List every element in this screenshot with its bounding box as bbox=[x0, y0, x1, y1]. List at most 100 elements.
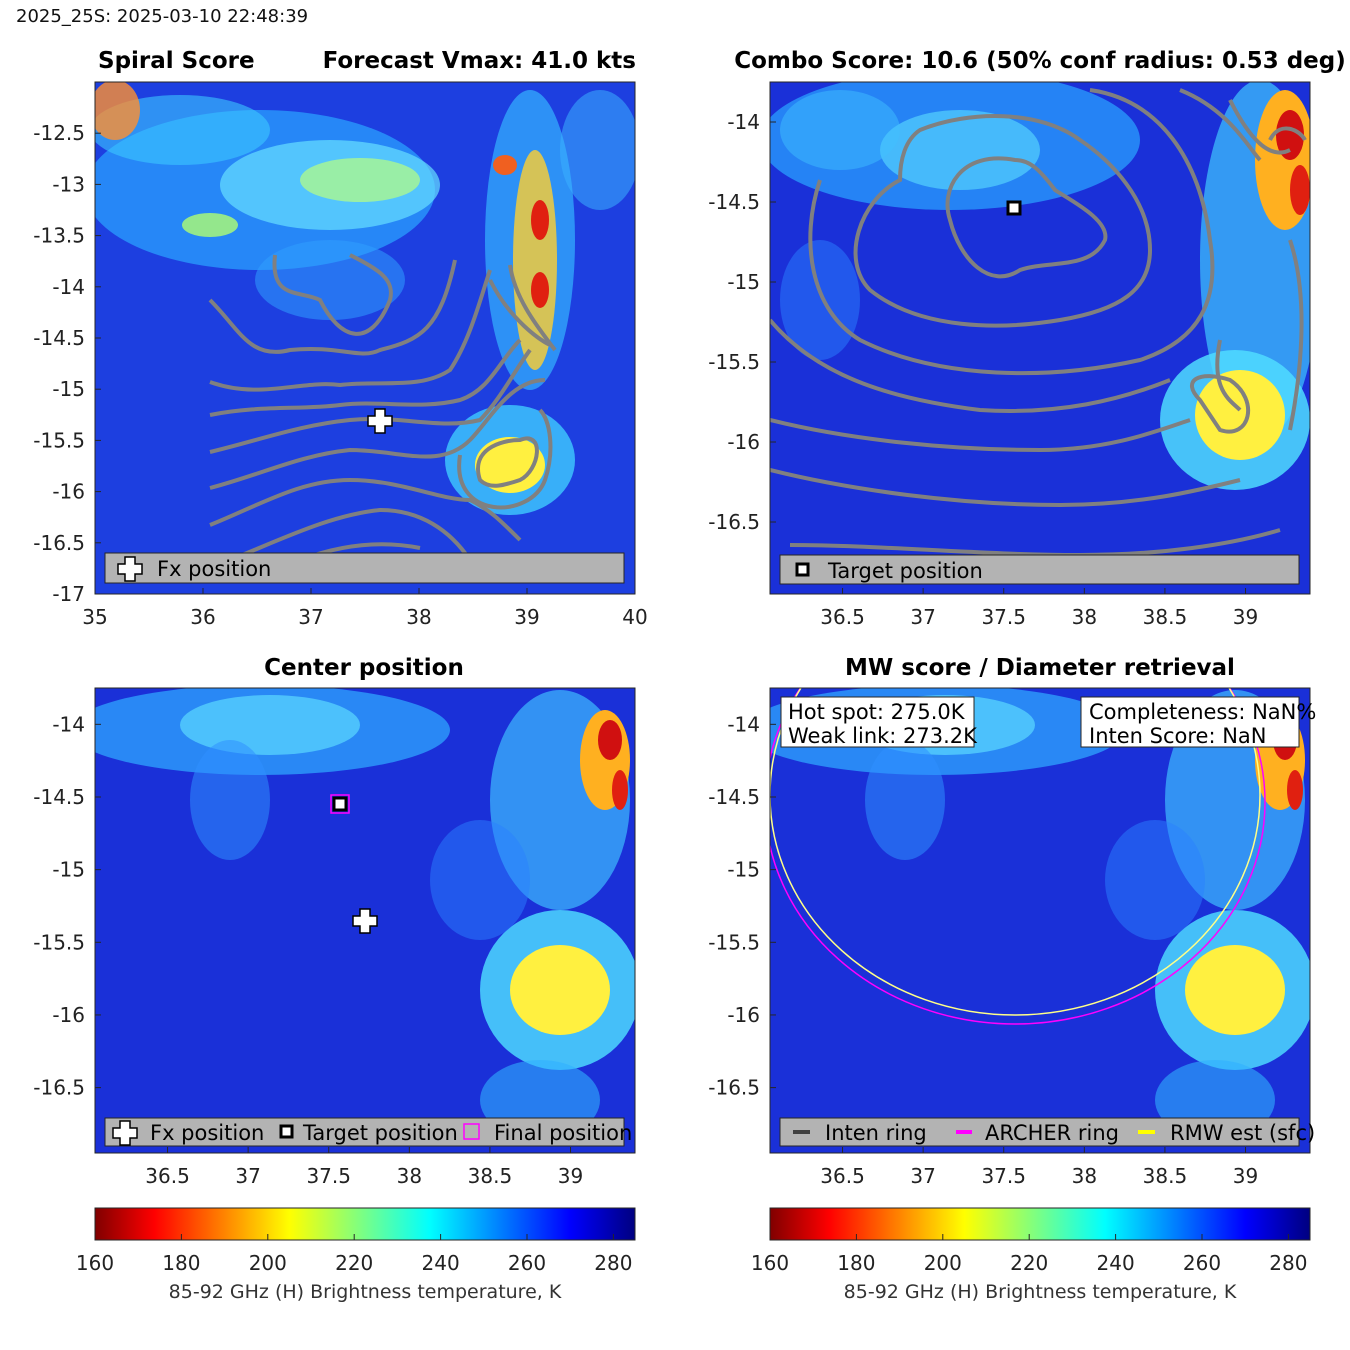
y-tick-label: -16 bbox=[52, 480, 85, 504]
x-tick-label: 36 bbox=[190, 605, 215, 629]
mw-info-right: Completeness: NaN% Inten Score: NaN bbox=[1080, 696, 1316, 748]
y-tick-label: -16.5 bbox=[708, 1076, 760, 1100]
mw-rmw-ring bbox=[770, 688, 1261, 1016]
y-tick-label: -14.5 bbox=[708, 190, 760, 214]
spiral-title-right: Forecast Vmax: 41.0 kts bbox=[323, 48, 636, 74]
colorbar-tick-label: 200 bbox=[924, 1251, 962, 1275]
colorbar-tick-label: 200 bbox=[249, 1251, 287, 1275]
colorbar-right-label: 85-92 GHz (H) Brightness temperature, K bbox=[844, 1281, 1237, 1303]
x-tick-label: 37 bbox=[910, 605, 935, 629]
center-panel: Center position bbox=[33, 655, 636, 1188]
colorbar-tick-label: 220 bbox=[1010, 1251, 1048, 1275]
y-tick-label: -17 bbox=[52, 582, 85, 606]
y-tick-label: -16.5 bbox=[708, 510, 760, 534]
y-tick-label: -14 bbox=[52, 275, 85, 299]
y-tick-label: -15 bbox=[52, 858, 85, 882]
center-legend-target: Target position bbox=[302, 1121, 458, 1145]
x-tick-label: 38 bbox=[1072, 605, 1097, 629]
y-tick-label: -16 bbox=[52, 1003, 85, 1027]
colorbar-tick-label: 240 bbox=[422, 1251, 460, 1275]
x-tick-label: 39 bbox=[1233, 605, 1258, 629]
y-tick-label: -14 bbox=[52, 712, 85, 736]
x-tick-label: 39 bbox=[1233, 1164, 1258, 1188]
y-tick-label: -16 bbox=[727, 1003, 760, 1027]
y-tick-label: -15.5 bbox=[708, 350, 760, 374]
spiral-panel: Spiral Score Forecast Vmax: 41.0 kts bbox=[33, 48, 647, 629]
colorbar-tick-label: 160 bbox=[76, 1251, 114, 1275]
combo-axes: 36.5 37 37.5 38 38.5 39 -14 -14.5 -15 -15.5 -16 -16… bbox=[708, 110, 1258, 629]
mw-legend-archer: ARCHER ring bbox=[985, 1121, 1119, 1145]
mw-legend-rmw: RMW est (sfc) bbox=[1170, 1121, 1315, 1145]
mw-weaklink: Weak link: 273.2K bbox=[788, 724, 978, 748]
x-tick-label: 37 bbox=[235, 1164, 260, 1188]
colorbar-tick-label: 280 bbox=[1269, 1251, 1307, 1275]
colorbar-tick-label: 260 bbox=[1183, 1251, 1221, 1275]
x-tick-label: 35 bbox=[82, 605, 107, 629]
center-heatmap-features bbox=[95, 688, 635, 1140]
y-tick-label: -14 bbox=[727, 712, 760, 736]
y-tick-label: -15 bbox=[727, 858, 760, 882]
x-tick-label: 38.5 bbox=[468, 1164, 513, 1188]
y-tick-label: -15.5 bbox=[708, 930, 760, 954]
y-tick-label: -13.5 bbox=[33, 224, 85, 248]
y-tick-label: -13 bbox=[52, 172, 85, 196]
mw-panel: MW score / Diameter retrieval bbox=[708, 655, 1316, 1188]
x-tick-label: 36.5 bbox=[145, 1164, 190, 1188]
center-title: Center position bbox=[264, 655, 464, 681]
x-tick-label: 40 bbox=[622, 605, 647, 629]
mw-archer-ring bbox=[770, 688, 1266, 1025]
colorbar-tick-label: 220 bbox=[335, 1251, 373, 1275]
mw-inten-score: Inten Score: NaN bbox=[1089, 724, 1267, 748]
spiral-fx-position bbox=[367, 408, 393, 434]
center-fx-position bbox=[352, 908, 378, 934]
center-legend-final: Final position bbox=[494, 1121, 632, 1145]
y-tick-label: -15.5 bbox=[33, 930, 85, 954]
x-tick-label: 38 bbox=[397, 1164, 422, 1188]
combo-contours bbox=[770, 88, 1307, 558]
center-legend: Fx position Target position Final positi… bbox=[104, 1117, 632, 1147]
mw-info-left: Hot spot: 275.0K Weak link: 273.2K bbox=[780, 696, 978, 748]
y-tick-label: -16.5 bbox=[33, 531, 85, 555]
center-final-position bbox=[330, 794, 350, 814]
x-tick-label: 38.5 bbox=[1143, 605, 1188, 629]
x-tick-label: 38 bbox=[1072, 1164, 1097, 1188]
spiral-legend: Fx position bbox=[104, 552, 625, 584]
colorbar-tick-label: 180 bbox=[837, 1251, 875, 1275]
y-tick-label: -12.5 bbox=[33, 121, 85, 145]
mw-completeness: Completeness: NaN% bbox=[1089, 700, 1316, 724]
combo-panel: Combo Score: 10.6 (50% conf radius: 0.53… bbox=[708, 48, 1346, 629]
x-tick-label: 37 bbox=[298, 605, 323, 629]
y-tick-label: -16.5 bbox=[33, 1076, 85, 1100]
colorbar-right-ticks: 160 180 200 220 240 260 280 bbox=[751, 1234, 1307, 1275]
mw-legend-inten: Inten ring bbox=[825, 1121, 927, 1145]
center-target-position bbox=[330, 794, 350, 814]
x-tick-label: 39 bbox=[558, 1164, 583, 1188]
mw-legend: Inten ring ARCHER ring RMW est (sfc) bbox=[779, 1117, 1315, 1147]
combo-legend: Target position bbox=[779, 554, 1300, 585]
colorbar-tick-label: 240 bbox=[1097, 1251, 1135, 1275]
colorbar-tick-label: 180 bbox=[162, 1251, 200, 1275]
mw-rings bbox=[770, 688, 1266, 1025]
center-legend-fx: Fx position bbox=[150, 1121, 264, 1145]
center-axes: 36.5 37 37.5 38 38.5 39 -14 -14.5 -15 -15.5 -16 -16… bbox=[33, 712, 583, 1188]
x-tick-label: 36.5 bbox=[820, 1164, 865, 1188]
y-tick-label: -14 bbox=[727, 110, 760, 134]
colorbar-tick-label: 280 bbox=[594, 1251, 632, 1275]
mw-axes: 36.5 37 37.5 38 38.5 39 -14 -14.5 -15 -15.5 -16 -16… bbox=[708, 712, 1258, 1188]
mw-title: MW score / Diameter retrieval bbox=[845, 655, 1235, 681]
combo-heatmap-features bbox=[770, 82, 1310, 490]
colorbar-left-bar bbox=[94, 1207, 636, 1241]
x-tick-label: 38 bbox=[406, 605, 431, 629]
combo-target-position bbox=[1006, 200, 1022, 216]
colorbar-tick-label: 260 bbox=[508, 1251, 546, 1275]
x-tick-label: 36.5 bbox=[820, 605, 865, 629]
combo-title: Combo Score: 10.6 (50% conf radius: 0.53… bbox=[734, 48, 1346, 74]
mw-hotspot: Hot spot: 275.0K bbox=[788, 700, 966, 724]
y-tick-label: -14.5 bbox=[33, 326, 85, 350]
spiral-axes: 35 36 37 38 39 40 -12.5 -13 -13.5 -14 -14.5 -15 -15.… bbox=[33, 121, 647, 629]
colorbar-left-ticks: 160 180 200 220 240 260 280 bbox=[76, 1234, 632, 1275]
spiral-legend-fx: Fx position bbox=[157, 557, 271, 581]
y-tick-label: -14.5 bbox=[33, 785, 85, 809]
y-tick-label: -16 bbox=[727, 430, 760, 454]
colorbar-left-label: 85-92 GHz (H) Brightness temperature, K bbox=[169, 1281, 562, 1303]
